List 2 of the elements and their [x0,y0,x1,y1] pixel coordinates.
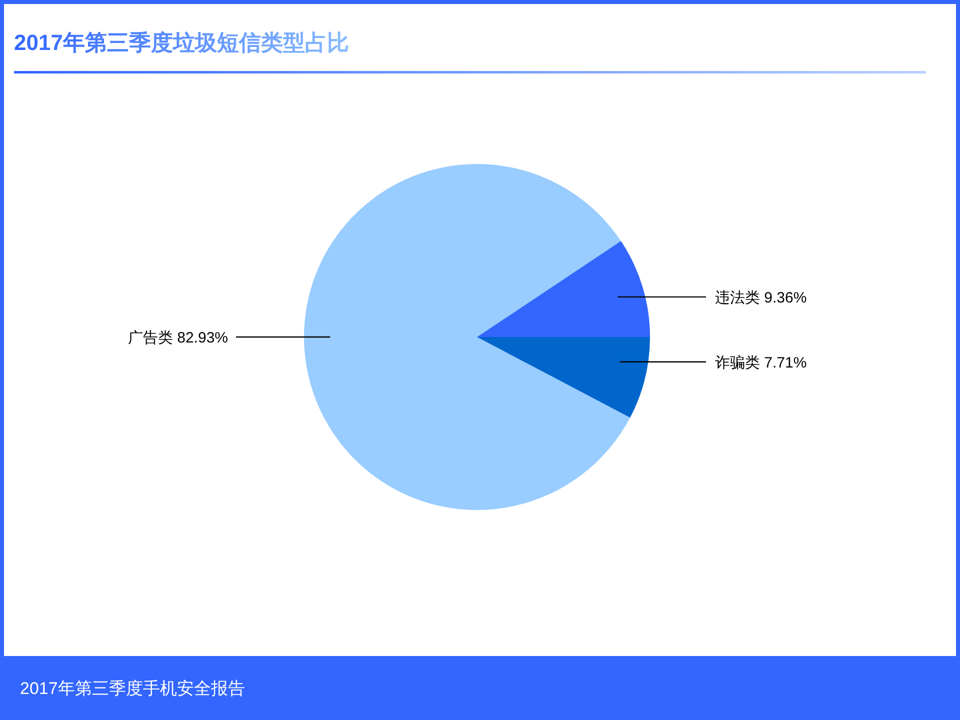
annotation: 2017年第三季度手机安全报告 [20,679,245,698]
chart-title: 2017年第三季度垃圾短信类型占比 [14,30,349,55]
